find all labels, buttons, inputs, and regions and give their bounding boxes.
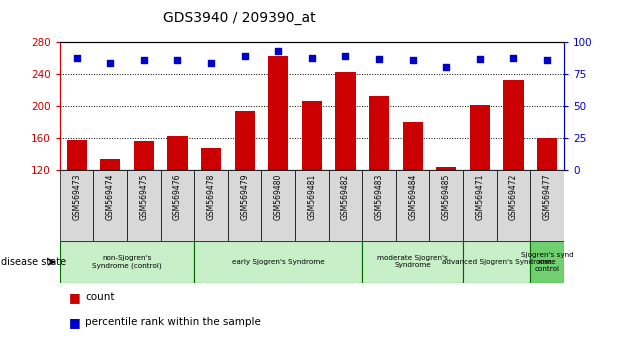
Bar [201,148,221,170]
Bar [430,170,463,241]
Point [374,56,384,62]
Bar [362,241,463,283]
Point [72,55,82,61]
Text: ■: ■ [69,291,81,304]
Point [408,57,418,63]
Bar [93,170,127,241]
Point [441,64,451,69]
Point [340,54,350,59]
Text: GSM569480: GSM569480 [274,173,283,220]
Bar [329,170,362,241]
Point [206,60,216,66]
Text: GSM569473: GSM569473 [72,173,81,220]
Point [475,56,485,62]
Bar [302,101,322,170]
Bar [369,96,389,170]
Text: GSM569483: GSM569483 [375,173,384,220]
Text: GSM569477: GSM569477 [542,173,551,220]
Text: early Sjogren's Syndrome: early Sjogren's Syndrome [232,259,324,265]
Bar [168,136,188,170]
Text: moderate Sjogren's
Syndrome: moderate Sjogren's Syndrome [377,256,448,268]
Point [105,60,115,66]
Bar [335,72,355,170]
Bar [161,170,194,241]
Point [273,48,284,54]
Bar [436,167,456,170]
Bar [234,111,255,170]
Point [508,55,518,61]
Bar [470,105,490,170]
Bar [100,159,120,170]
Bar [67,141,87,170]
Text: GSM569479: GSM569479 [240,173,249,220]
Point [542,57,552,63]
Text: advanced Sjogren's Syndrome: advanced Sjogren's Syndrome [442,259,552,265]
Bar [530,241,564,283]
Text: GSM569484: GSM569484 [408,173,417,220]
Text: Sjogren's synd
rome
control: Sjogren's synd rome control [520,252,573,272]
Text: percentile rank within the sample: percentile rank within the sample [85,317,261,327]
Bar [261,170,295,241]
Text: GDS3940 / 209390_at: GDS3940 / 209390_at [163,11,316,25]
Bar [228,170,261,241]
Text: disease state: disease state [1,257,66,267]
Point [307,55,317,61]
Bar [496,170,530,241]
Text: GSM569485: GSM569485 [442,173,450,220]
Bar [537,138,557,170]
Text: GSM569471: GSM569471 [476,173,484,220]
Text: GSM569482: GSM569482 [341,173,350,220]
Text: GSM569476: GSM569476 [173,173,182,220]
Bar [463,241,530,283]
Bar [134,141,154,170]
Bar [194,170,228,241]
Bar [362,170,396,241]
Bar [60,170,93,241]
Point [239,54,249,59]
Text: non-Sjogren's
Syndrome (control): non-Sjogren's Syndrome (control) [92,255,162,269]
Text: GSM569475: GSM569475 [139,173,148,220]
Bar [268,56,289,170]
Point [173,57,183,63]
Text: GSM569472: GSM569472 [509,173,518,220]
Bar [194,241,362,283]
Bar [503,80,524,170]
Bar [463,170,496,241]
Bar [403,122,423,170]
Bar [530,170,564,241]
Text: GSM569474: GSM569474 [106,173,115,220]
Point [139,57,149,63]
Text: GSM569481: GSM569481 [307,173,316,220]
Text: count: count [85,292,115,302]
Text: ■: ■ [69,316,81,329]
Text: GSM569478: GSM569478 [207,173,215,220]
Bar [396,170,430,241]
Bar [295,170,329,241]
Bar [127,170,161,241]
Bar [60,241,194,283]
